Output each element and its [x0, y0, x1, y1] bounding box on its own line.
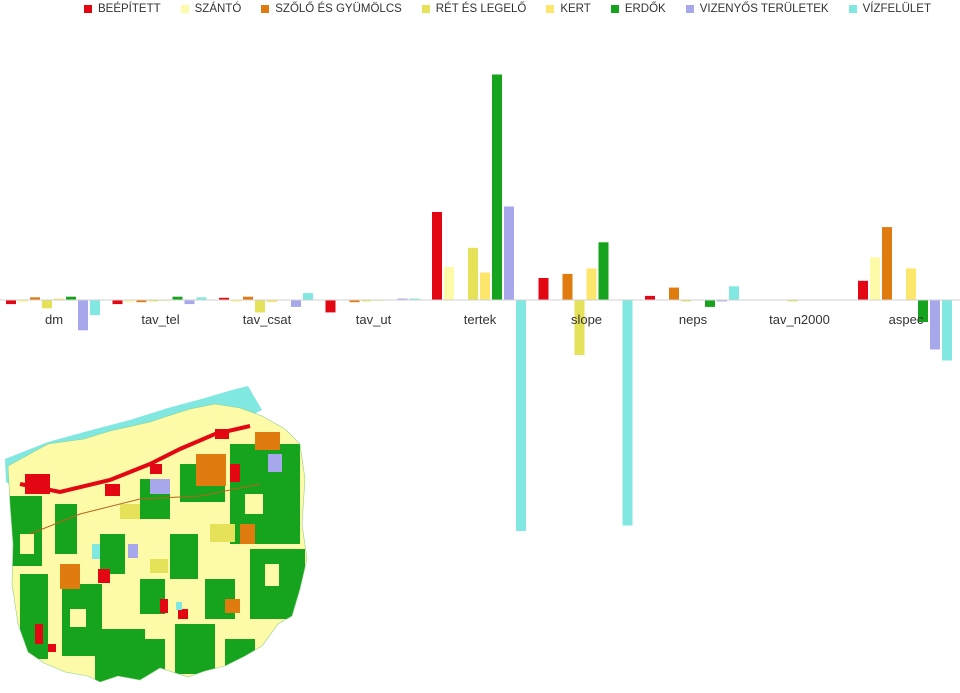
bar — [243, 296, 253, 300]
land-cover-map — [5, 386, 308, 683]
bar-chart: dm tav_tel tav_csat tav_ut tertek slope neps ta… — [0, 74, 960, 531]
bar — [231, 300, 241, 303]
x-tick-label: tertek — [464, 312, 497, 327]
bar — [397, 298, 408, 300]
bar — [681, 300, 691, 302]
legend-swatch — [546, 5, 555, 13]
bar — [787, 300, 798, 302]
legend-item: ERDŐK — [610, 3, 666, 15]
bar — [112, 300, 123, 305]
chart-legend: BEÉPÍTETT SZÁNTÓ SZŐLŐ ÉS GYÜMÖLCS RÉT ÉS L… — [84, 1, 931, 17]
x-tick-label: tav_csat — [243, 312, 292, 327]
bar — [492, 74, 502, 300]
bar — [136, 300, 147, 303]
x-tick-label: dm — [45, 312, 63, 327]
bar — [562, 273, 573, 300]
legend-item: SZŐLŐ ÉS GYÜMÖLCS — [261, 3, 402, 15]
legend-swatch — [180, 5, 189, 13]
legend-label: SZŐLŐ ÉS GYÜMÖLCS — [275, 3, 402, 15]
bar — [291, 300, 301, 307]
legend-label: VIZENYŐS TERÜLETEK — [699, 3, 829, 15]
x-tick-label: neps — [679, 312, 708, 327]
bar — [432, 212, 442, 300]
bar — [870, 257, 880, 300]
bar — [942, 300, 952, 361]
bar — [66, 296, 76, 300]
bar — [124, 300, 135, 303]
bar — [882, 227, 892, 300]
legend-swatch — [685, 5, 694, 13]
bar — [729, 286, 739, 301]
bar — [480, 272, 490, 300]
legend-item: VIZENYŐS TERÜLETEK — [685, 3, 829, 15]
bar — [267, 300, 277, 303]
bar — [42, 300, 52, 309]
bar — [918, 300, 928, 322]
bar — [78, 300, 88, 331]
legend-label: KERT — [560, 3, 591, 15]
legend-item: SZÁNTÓ — [180, 3, 242, 15]
bar — [858, 280, 868, 301]
bar — [930, 300, 940, 350]
legend-label: ERDŐK — [624, 3, 666, 15]
bar — [574, 300, 585, 355]
bar — [598, 242, 609, 301]
legend-swatch — [610, 5, 619, 13]
bar — [255, 300, 265, 313]
legend-label: SZÁNTÓ — [194, 3, 242, 15]
legend-label: VÍZFELÜLET — [862, 3, 931, 15]
legend-swatch — [261, 5, 270, 13]
bar — [622, 300, 633, 526]
x-tick-label: slope — [571, 312, 602, 327]
bar — [504, 206, 514, 300]
bar — [325, 300, 336, 313]
bar — [172, 296, 183, 300]
bar — [6, 300, 16, 305]
legend-item: BEÉPÍTETT — [84, 3, 161, 15]
bar — [184, 300, 195, 305]
bar — [361, 300, 372, 302]
bar — [669, 287, 679, 300]
bar — [90, 300, 100, 316]
legend-swatch — [848, 5, 857, 13]
legend-label: BEÉPÍTETT — [98, 3, 161, 15]
bar — [148, 300, 159, 302]
legend-item: VÍZFELÜLET — [848, 3, 931, 15]
bar — [30, 297, 40, 301]
bar — [645, 295, 655, 300]
legend-item: RÉT ÉS LEGELŐ — [421, 3, 527, 15]
bar — [516, 300, 526, 531]
bar — [219, 297, 229, 300]
legend-item: KERT — [546, 3, 591, 15]
bar — [349, 300, 360, 303]
bar — [196, 297, 207, 301]
legend-label: RÉT ÉS LEGELŐ — [435, 3, 527, 15]
bar — [717, 300, 727, 302]
x-tick-label: tav_tel — [141, 312, 179, 327]
bar — [54, 298, 64, 300]
bar — [538, 278, 549, 300]
bar — [705, 300, 715, 307]
legend-swatch — [84, 5, 92, 13]
bar — [906, 268, 916, 300]
x-tick-label: tav_n2000 — [769, 312, 830, 327]
legend-swatch — [421, 5, 430, 13]
bar — [18, 300, 28, 303]
x-tick-label: aspec — [889, 312, 924, 327]
bar — [586, 268, 597, 300]
x-tick-label: tav_ut — [356, 312, 392, 327]
bar — [303, 293, 313, 300]
bar — [444, 267, 454, 300]
bar — [409, 298, 420, 300]
bar — [468, 247, 478, 301]
